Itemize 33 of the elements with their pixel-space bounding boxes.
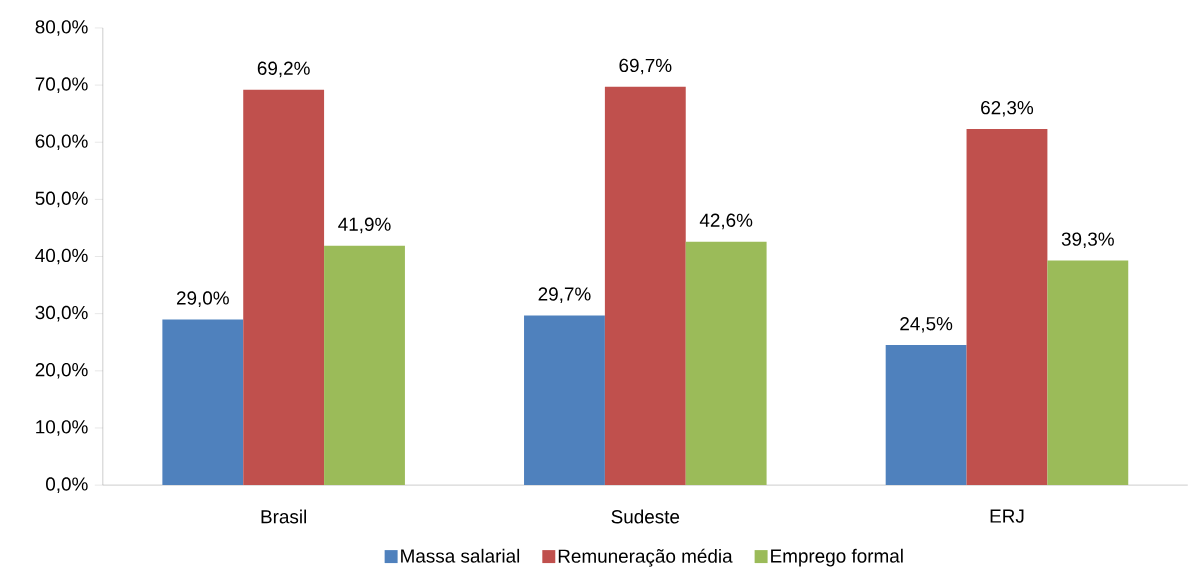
x-tick-label: Sudeste	[611, 509, 680, 524]
bar	[162, 319, 244, 486]
bar	[243, 89, 325, 486]
data-label: 39,3%	[1061, 232, 1114, 249]
data-label: 29,0%	[176, 291, 229, 307]
data-label: 69,2%	[257, 61, 310, 78]
y-tick-label: 60,0%	[35, 134, 88, 151]
y-tick-label: 30,0%	[35, 305, 88, 322]
data-label: 24,5%	[900, 317, 953, 333]
data-label: 29,7%	[538, 287, 591, 303]
data-label: 42,6%	[699, 213, 753, 230]
x-tick-label: ERJ	[990, 509, 1024, 523]
y-tick-label: 0,0%	[46, 477, 88, 493]
bar	[885, 345, 967, 486]
bar	[524, 315, 605, 486]
y-tick-label: 80,0%	[35, 20, 88, 36]
y-tick-label: 50,0%	[35, 191, 88, 208]
bar	[966, 129, 1048, 486]
y-tick-label: 20,0%	[35, 363, 88, 379]
legend-label: Remuneração média	[558, 548, 733, 567]
data-label: 41,9%	[338, 217, 391, 234]
bar	[1047, 260, 1129, 486]
x-tick-label: Brasil	[261, 509, 307, 524]
bar	[604, 86, 686, 486]
data-label: 69,7%	[619, 58, 672, 75]
data-label: 62,3%	[981, 101, 1034, 117]
legend-label: Emprego formal	[771, 548, 903, 567]
bar	[324, 245, 405, 486]
y-tick-label: 40,0%	[35, 248, 88, 265]
y-tick-label: 70,0%	[35, 77, 88, 93]
y-tick-label: 10,0%	[36, 420, 88, 436]
legend-label: Massa salarial	[401, 548, 520, 563]
bar	[685, 241, 767, 486]
